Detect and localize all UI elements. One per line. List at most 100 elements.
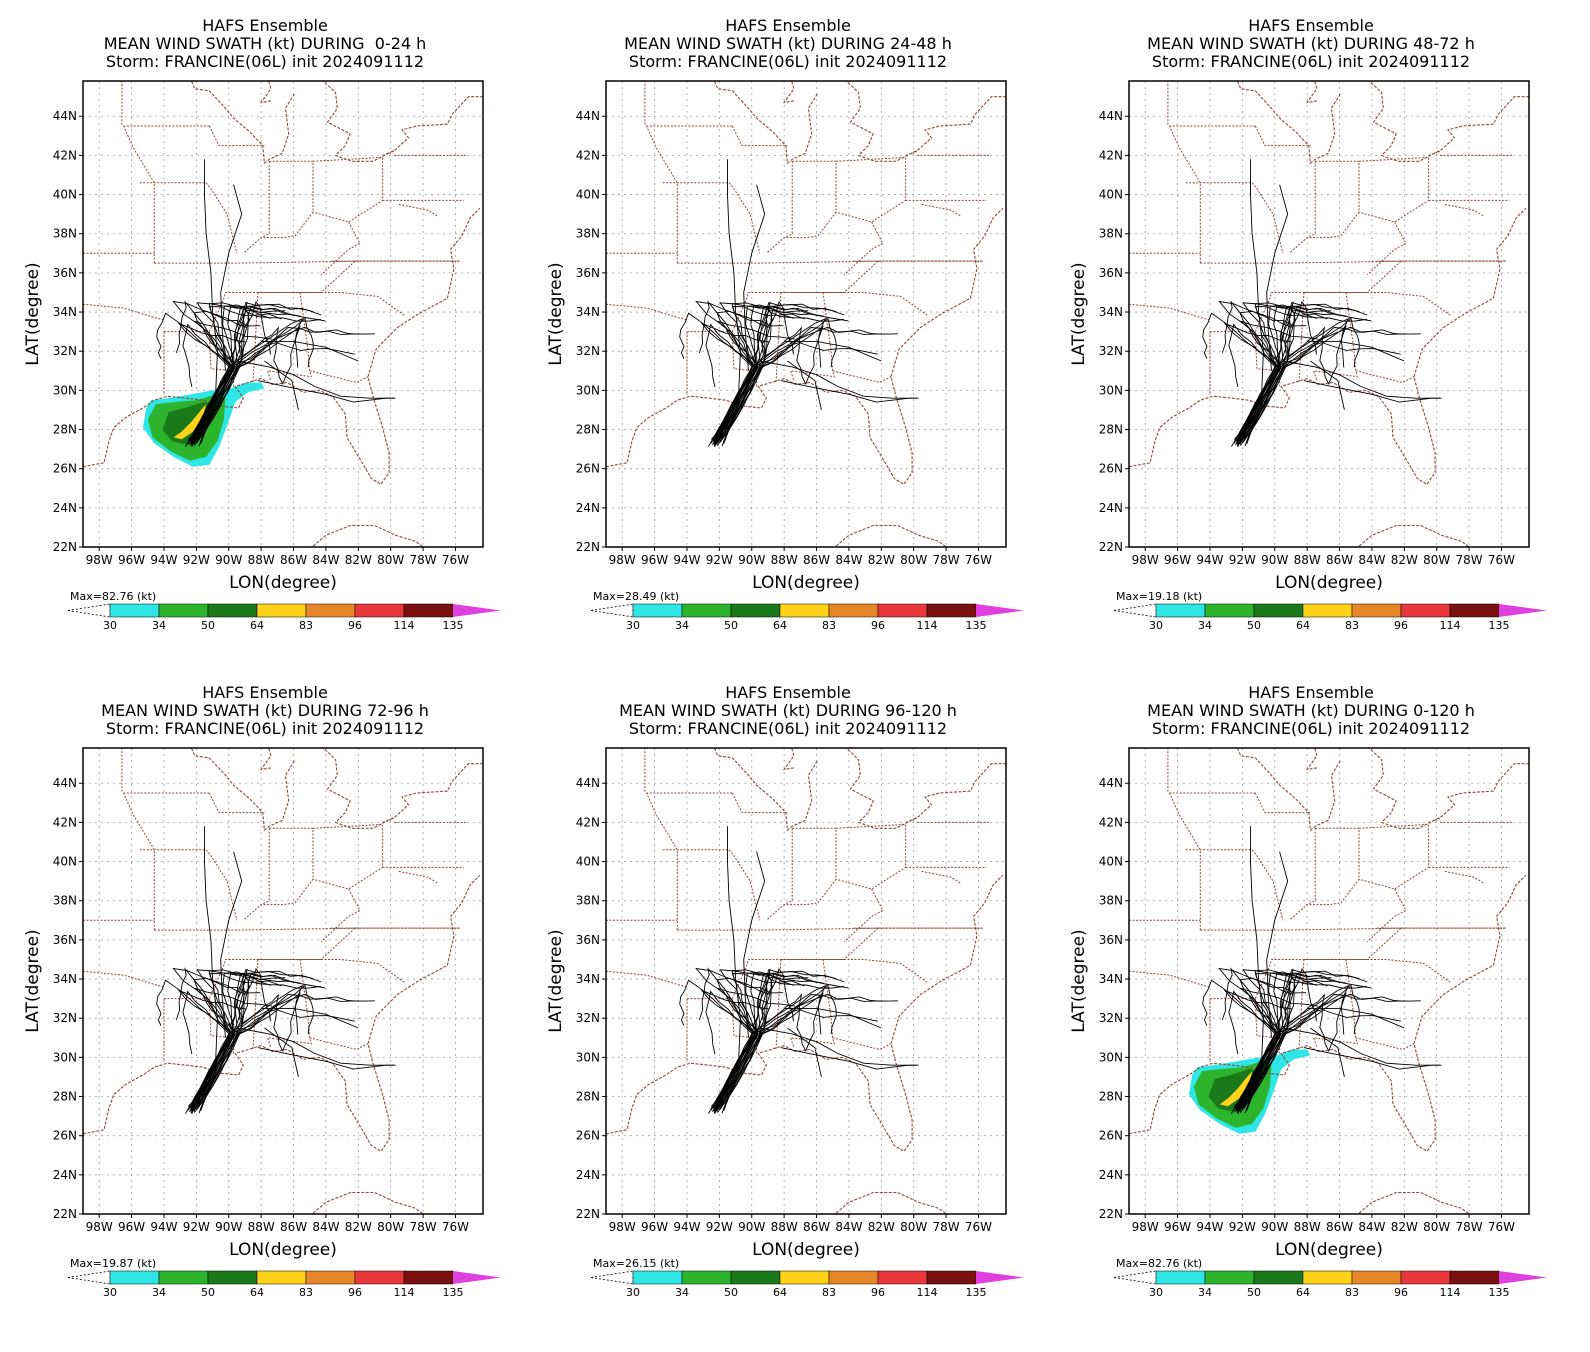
map-panel: 98W 96W 94W 92W 90W 88W 86W 84W 82W 80W 78W 76W 22N 2…: [1046, 667, 1576, 1343]
border-line: [1444, 870, 1484, 884]
colorbar-level-label: 135: [966, 1286, 987, 1299]
border-line: [1358, 823, 1430, 890]
lon-tick-label: 90W: [215, 553, 242, 567]
lon-tick-label: 92W: [1229, 1220, 1256, 1234]
max-wind-label: Max=28.49 (kt): [593, 590, 679, 603]
track-line: [199, 992, 301, 1110]
track-line: [787, 1027, 822, 1077]
colorbar-level-label: 30: [103, 619, 117, 632]
lat-tick-labels: 22N 24N 26N 28N 30N 32N 34N 36N 38N 40N 42N 44N: [576, 776, 606, 1221]
coast-line: [834, 1191, 948, 1214]
colorbar-swatch: [828, 1270, 879, 1285]
lon-tick-label: 94W: [673, 1220, 700, 1234]
colorbar-level-label: 50: [1247, 619, 1261, 632]
border-line: [921, 203, 961, 217]
track-line: [199, 325, 301, 443]
map-panel: 98W 96W 94W 92W 90W 88W 86W 84W 82W 80W 78W 76W 22N 2…: [0, 0, 530, 676]
track-line: [182, 990, 236, 1114]
lon-tick-label: 94W: [150, 553, 177, 567]
colorbar-swatch: [354, 1270, 405, 1285]
colorbar-high-triangle: [1499, 1271, 1547, 1284]
colorbar-level-label: 135: [443, 619, 464, 632]
border-line: [843, 221, 884, 276]
colorbar-low-triangle: [590, 1270, 634, 1285]
lat-tick-label: 42N: [576, 815, 600, 829]
panel-title-line: HAFS Ensemble: [725, 16, 851, 35]
coast-line: [83, 207, 481, 486]
lon-tick-label: 96W: [118, 553, 145, 567]
lon-tick-label: 76W: [1488, 553, 1515, 567]
lat-tick-label: 32N: [53, 344, 77, 358]
lat-tick-label: 28N: [53, 1090, 77, 1104]
lon-tick-label: 88W: [1294, 553, 1321, 567]
lon-tick-label: 76W: [1488, 1220, 1515, 1234]
max-wind-label: Max=19.87 (kt): [70, 1257, 156, 1270]
panel-title: HAFS Ensemble MEAN WIND SWATH (kt) DURING…: [0, 684, 530, 738]
track-line: [716, 973, 849, 1112]
lat-tick-label: 38N: [1099, 227, 1123, 241]
colorbar-low-triangle: [1113, 603, 1157, 618]
lat-tick-label: 26N: [576, 462, 600, 476]
coastlines: [83, 748, 483, 1214]
track-line: [261, 1007, 359, 1029]
x-axis-label: LON(degree): [1275, 573, 1383, 593]
track-line: [784, 1007, 882, 1029]
border-line: [606, 303, 688, 321]
track-line: [743, 851, 766, 1038]
ensemble-tracks: [156, 826, 396, 1115]
lon-tick-labels: 98W 96W 94W 92W 90W 88W 86W 84W 82W 80W 78W 76W: [1132, 1214, 1515, 1234]
y-axis-label: LAT(degree): [23, 262, 43, 365]
map-panel: 98W 96W 94W 92W 90W 88W 86W 84W 82W 80W 78W 76W 22N 2…: [1046, 0, 1576, 676]
max-wind-label: Max=19.18 (kt): [1116, 590, 1202, 603]
border-line: [1254, 125, 1311, 147]
lon-tick-label: 92W: [183, 553, 210, 567]
track-line: [712, 310, 784, 445]
y-axis-label: LAT(degree): [23, 929, 43, 1032]
panel-title-line: MEAN WIND SWATH (kt) DURING 0-24 h: [103, 34, 427, 53]
colorbar-swatch: [305, 603, 356, 618]
colorbar-swatch: [1302, 603, 1353, 618]
y-axis-label: LAT(degree): [546, 262, 566, 365]
border-line: [261, 160, 314, 239]
lat-tick-label: 38N: [576, 227, 600, 241]
lat-tick-label: 40N: [1099, 188, 1123, 202]
track-line: [1246, 967, 1317, 1112]
border-line: [1129, 970, 1211, 988]
track-line: [780, 380, 917, 403]
map-plot: 98W 96W 94W 92W 90W 88W 86W 84W 82W 80W 78W 76W22N2…: [546, 80, 1024, 632]
lat-tick-label: 40N: [576, 188, 600, 202]
ensemble-tracks: [1202, 159, 1442, 448]
track-line: [1218, 967, 1293, 1111]
colorbar-level-label: 50: [201, 1286, 215, 1299]
x-axis-label: LON(degree): [229, 1240, 337, 1260]
colorbar-swatch: [207, 603, 258, 618]
track-line: [723, 300, 794, 445]
track-line: [1246, 300, 1317, 445]
lat-tick-labels: 22N 24N 26N 28N 30N 32N 34N 36N 38N 40N 42N 44N: [53, 776, 83, 1221]
border-line: [1366, 221, 1407, 276]
lon-tick-label: 80W: [377, 1220, 404, 1234]
border-line: [731, 260, 984, 332]
colorbar-swatch: [681, 1270, 732, 1285]
border-line: [646, 125, 678, 264]
lon-tick-labels: 98W 96W 94W 92W 90W 88W 86W 84W 82W 80W 78W 76W: [1132, 547, 1515, 567]
track-line: [189, 305, 295, 445]
lon-tick-label: 76W: [442, 1220, 469, 1234]
lat-tick-label: 36N: [1099, 933, 1123, 947]
coast-line: [1357, 524, 1471, 547]
lat-tick-label: 24N: [576, 1168, 600, 1182]
lat-tick-label: 44N: [576, 109, 600, 123]
border-line: [309, 370, 369, 384]
lat-tick-label: 28N: [576, 1090, 600, 1104]
colorbar-swatch: [632, 1270, 683, 1285]
colorbar-swatch: [354, 603, 405, 618]
lon-tick-label: 84W: [312, 1220, 339, 1234]
y-axis-label: LAT(degree): [1069, 929, 1089, 1032]
track-line: [722, 325, 824, 443]
colorbar-level-label: 30: [626, 1286, 640, 1299]
track-line: [1233, 302, 1332, 444]
border-line: [300, 292, 406, 317]
track-line: [759, 1027, 919, 1066]
max-wind-label: Max=82.76 (kt): [1116, 1257, 1202, 1270]
panel-title-line: MEAN WIND SWATH (kt) DURING 0-120 h: [1147, 701, 1475, 720]
